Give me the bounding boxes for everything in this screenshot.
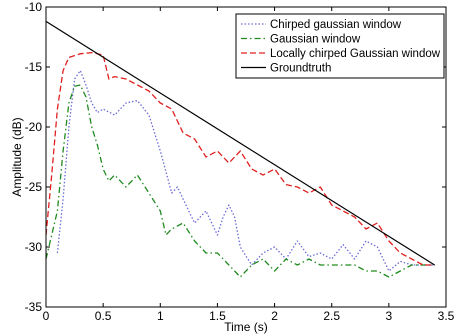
x-axis-title: Time (s) <box>224 320 268 334</box>
series-line-1 <box>45 84 435 278</box>
x-tick-label: 3 <box>386 309 393 323</box>
y-tick-label: -30 <box>25 240 43 254</box>
y-axis-title: Amplitude (dB) <box>10 117 24 196</box>
x-tick-label: 2.5 <box>323 309 340 323</box>
series-line-3 <box>45 20 435 266</box>
y-tick-label: -25 <box>25 180 43 194</box>
series-line-0 <box>56 69 435 272</box>
legend-label-3: Groundtruth <box>270 63 331 75</box>
legend: Chirped gaussian window Gaussian window Lo… <box>235 13 445 79</box>
y-tick-label: -10 <box>25 0 43 14</box>
tick-labels: 0 0.5 1 1.5 2 2.5 3 3.5 -10 -15 -20 -25 -30 -35 <box>25 0 455 323</box>
legend-label-0: Chirped gaussian window <box>270 19 402 31</box>
x-tick-label: 2 <box>271 309 278 323</box>
legend-box <box>235 13 445 79</box>
y-tick-label: -35 <box>25 300 43 314</box>
y-tick-label: -20 <box>25 120 43 134</box>
plot-frame <box>45 6 447 308</box>
x-tick-label: 1.5 <box>209 309 226 323</box>
plot-lines <box>45 20 435 278</box>
x-tick-label: 0 <box>43 309 50 323</box>
legend-label-1: Gaussian window <box>270 34 361 46</box>
x-tick-label: 3.5 <box>438 309 455 323</box>
x-tick-label: 0.5 <box>95 309 112 323</box>
legend-label-2: Locally chirped Gaussian window <box>270 48 441 60</box>
x-tick-label: 1 <box>157 309 164 323</box>
y-tick-label: -15 <box>25 60 43 74</box>
axis-ticks <box>45 6 447 308</box>
